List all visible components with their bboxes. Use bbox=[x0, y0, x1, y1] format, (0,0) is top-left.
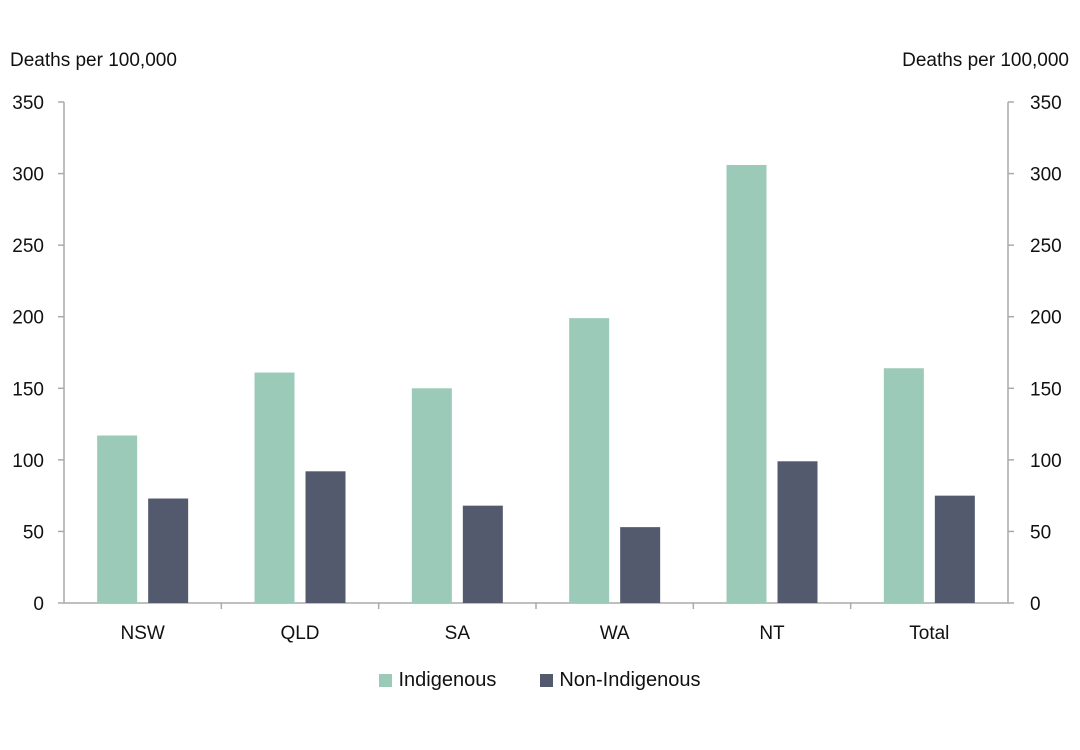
left-y-tick-label: 200 bbox=[12, 308, 44, 329]
right-y-tick-label: 50 bbox=[1030, 522, 1051, 543]
right-y-tick-label: 0 bbox=[1030, 594, 1041, 615]
right-y-tick-label: 150 bbox=[1030, 379, 1062, 400]
left-y-tick-label: 250 bbox=[12, 236, 44, 257]
x-tick-label-nt: NT bbox=[759, 623, 785, 644]
x-tick-label-qld: QLD bbox=[280, 623, 319, 644]
left-y-tick-label: 350 bbox=[12, 93, 44, 114]
legend-swatch-indigenous bbox=[379, 674, 393, 687]
right-y-tick-label: 300 bbox=[1030, 165, 1062, 186]
right-y-tick-label: 200 bbox=[1030, 308, 1062, 329]
bar-indigenous-qld bbox=[254, 372, 295, 603]
bar-non-indigenous-nt bbox=[777, 461, 818, 603]
legend-label-non-indigenous: Non-Indigenous bbox=[559, 669, 701, 691]
x-tick-label-total: Total bbox=[909, 623, 949, 644]
legend: Indigenous Non-Indigenous bbox=[0, 669, 1080, 692]
left-y-tick-label: 50 bbox=[23, 522, 44, 543]
bar-non-indigenous-nsw bbox=[148, 498, 189, 603]
bar-indigenous-sa bbox=[411, 388, 452, 603]
left-y-tick-label: 150 bbox=[12, 379, 44, 400]
left-y-tick-label: 0 bbox=[33, 594, 44, 615]
right-axis-unit-label: Deaths per 100,000 bbox=[902, 50, 1069, 71]
left-y-tick-label: 300 bbox=[12, 165, 44, 186]
x-tick-label-wa: WA bbox=[600, 623, 630, 644]
right-y-tick-label: 350 bbox=[1030, 93, 1062, 114]
bar-indigenous-nt bbox=[726, 164, 767, 604]
legend-swatch-non-indigenous bbox=[540, 674, 554, 687]
right-y-tick-label: 250 bbox=[1030, 236, 1062, 257]
bar-indigenous-total bbox=[883, 368, 924, 603]
legend-item-indigenous: Indigenous bbox=[379, 669, 496, 692]
bar-indigenous-nsw bbox=[97, 435, 138, 603]
legend-label-indigenous: Indigenous bbox=[398, 669, 497, 691]
bar-non-indigenous-wa bbox=[620, 527, 661, 603]
bar-non-indigenous-total bbox=[934, 495, 975, 603]
legend-item-non-indigenous: Non-Indigenous bbox=[540, 669, 701, 692]
bar-indigenous-wa bbox=[569, 318, 610, 603]
left-y-tick-label: 100 bbox=[12, 451, 44, 472]
bar-non-indigenous-qld bbox=[305, 471, 346, 603]
bar-non-indigenous-sa bbox=[462, 505, 503, 603]
x-tick-label-nsw: NSW bbox=[121, 623, 165, 644]
x-tick-label-sa: SA bbox=[445, 623, 471, 644]
left-axis-unit-label: Deaths per 100,000 bbox=[10, 50, 177, 71]
right-y-tick-label: 100 bbox=[1030, 451, 1062, 472]
